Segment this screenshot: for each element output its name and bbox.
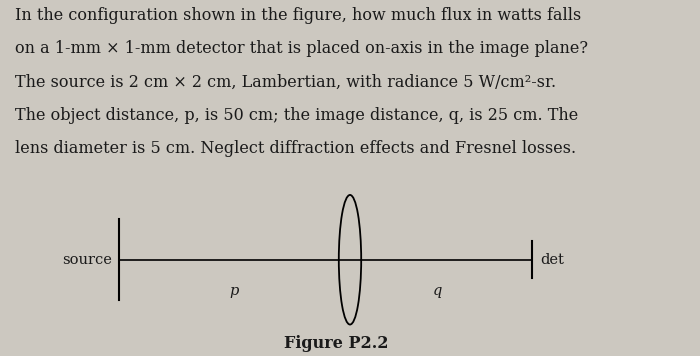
Text: on a 1-mm × 1-mm detector that is placed on-axis in the image plane?: on a 1-mm × 1-mm detector that is placed… <box>15 40 589 57</box>
Text: q: q <box>433 284 442 298</box>
Text: The object distance, p, is 50 cm; the image distance, q, is 25 cm. The: The object distance, p, is 50 cm; the im… <box>15 107 579 124</box>
Text: In the configuration shown in the figure, how much flux in watts falls: In the configuration shown in the figure… <box>15 7 582 24</box>
Text: Figure P2.2: Figure P2.2 <box>284 335 388 352</box>
Text: lens diameter is 5 cm. Neglect diffraction effects and Fresnel losses.: lens diameter is 5 cm. Neglect diffracti… <box>15 140 577 157</box>
Text: The source is 2 cm × 2 cm, Lambertian, with radiance 5 W/cm²-sr.: The source is 2 cm × 2 cm, Lambertian, w… <box>15 73 556 90</box>
Text: det: det <box>540 253 564 267</box>
Text: source: source <box>62 253 112 267</box>
Text: p: p <box>230 284 239 298</box>
